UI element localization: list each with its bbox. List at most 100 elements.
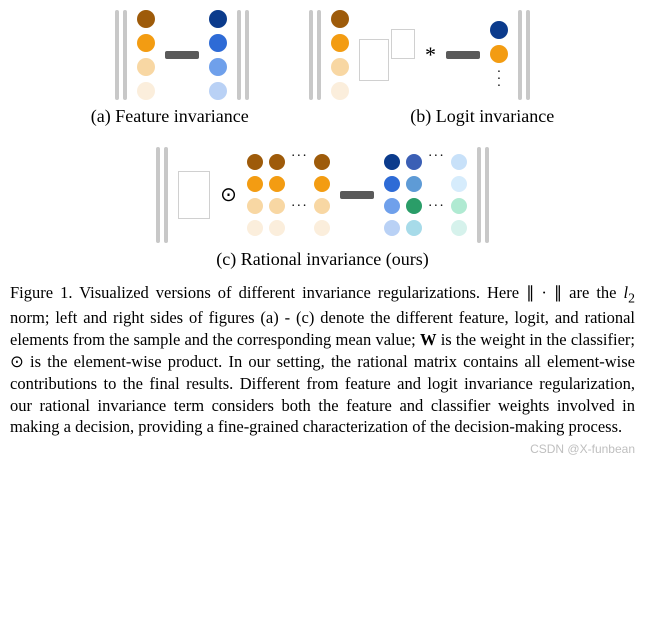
dot <box>209 82 227 100</box>
dot <box>406 176 422 192</box>
norm-bar <box>518 10 522 100</box>
panel-c-row: ⊙ ··· ··· <box>10 147 635 243</box>
norm-bar <box>164 147 168 243</box>
dot <box>451 220 467 236</box>
dot <box>490 45 508 63</box>
ellipsis-icon: ··· <box>291 150 308 164</box>
dot <box>137 58 155 76</box>
ellipsis-icon: ··· <box>428 200 445 214</box>
norm-right-a <box>237 10 249 100</box>
dot <box>209 10 227 28</box>
dot <box>331 82 349 100</box>
norm-right-b <box>518 10 530 100</box>
dot <box>137 82 155 100</box>
dot <box>269 198 285 214</box>
dot <box>247 220 263 236</box>
dot <box>384 198 400 214</box>
norm-bar <box>245 10 249 100</box>
panel-b: * ··· <box>309 10 530 100</box>
norm-left-a <box>115 10 127 100</box>
dot <box>269 154 285 170</box>
star-icon: * <box>425 44 436 66</box>
matrix-ellipsis-col: ··· ··· <box>291 150 308 240</box>
minus-icon <box>340 191 374 199</box>
odot-symbol: ⊙ <box>10 352 24 371</box>
W-symbol: W <box>420 330 437 349</box>
caption-text: is the weight in the classifier; <box>436 330 635 349</box>
dot <box>209 58 227 76</box>
norm-bar <box>115 10 119 100</box>
dot <box>406 154 422 170</box>
weight-box-c <box>178 171 210 219</box>
dot <box>331 34 349 52</box>
dot <box>384 154 400 170</box>
l2-sub: 2 <box>628 290 635 305</box>
norm-left-b <box>309 10 321 100</box>
matrix-col <box>269 154 285 236</box>
dot <box>384 220 400 236</box>
dot <box>451 154 467 170</box>
dot <box>451 198 467 214</box>
captions-ab: (a) Feature invariance (b) Logit invaria… <box>10 106 635 127</box>
odot-icon: ⊙ <box>220 185 237 205</box>
dot <box>384 176 400 192</box>
figure-caption: Figure 1. Visualized versions of differe… <box>10 282 635 438</box>
matrix-col <box>384 154 400 236</box>
minus-icon <box>446 51 480 59</box>
ellipsis-icon: ··· <box>291 200 308 214</box>
weight-boxes <box>359 29 415 81</box>
caption-text: Figure 1. Visualized versions of differe… <box>10 283 526 302</box>
norm-bar <box>309 10 313 100</box>
norm-bar <box>123 10 127 100</box>
dot <box>269 176 285 192</box>
norm-bar <box>485 147 489 243</box>
caption-a: (a) Feature invariance <box>91 106 249 127</box>
caption-text: are the <box>562 283 623 302</box>
feature-col-left <box>137 10 155 100</box>
right-matrix: ··· ··· <box>384 150 467 240</box>
dot <box>451 176 467 192</box>
norm-right-c <box>477 147 489 243</box>
dot <box>209 34 227 52</box>
caption-text: is the element-wise product. In our sett… <box>10 352 635 436</box>
panel-a <box>115 10 249 100</box>
norm-symbol: ∥ · ∥ <box>526 283 562 302</box>
dot <box>406 220 422 236</box>
matrix-ellipsis-col: ··· ··· <box>428 150 445 240</box>
norm-bar <box>317 10 321 100</box>
matrix-col <box>247 154 263 236</box>
caption-b: (b) Logit invariance <box>410 106 554 127</box>
dot <box>331 10 349 28</box>
matrix-col <box>451 154 467 236</box>
top-panels-row: * ··· <box>10 10 635 100</box>
dot <box>314 176 330 192</box>
norm-bar <box>237 10 241 100</box>
vdots-icon: ··· <box>497 69 502 90</box>
dot <box>331 58 349 76</box>
norm-bar <box>156 147 160 243</box>
dot <box>247 176 263 192</box>
norm-bar <box>477 147 481 243</box>
ellipsis-icon: ··· <box>428 150 445 164</box>
logit-col-b: ··· <box>490 21 508 90</box>
weight-box-small <box>391 29 415 59</box>
dot <box>137 10 155 28</box>
dot <box>406 198 422 214</box>
left-matrix: ··· ··· <box>247 150 330 240</box>
dot <box>137 34 155 52</box>
weight-box <box>359 39 389 81</box>
feature-col-right <box>209 10 227 100</box>
dot <box>269 220 285 236</box>
minus-icon <box>165 51 199 59</box>
dot <box>247 154 263 170</box>
dot <box>247 198 263 214</box>
panel-c: ⊙ ··· ··· <box>156 147 489 243</box>
matrix-col <box>314 154 330 236</box>
dot <box>314 220 330 236</box>
dot <box>314 198 330 214</box>
feature-col-b <box>331 10 349 100</box>
dot <box>490 21 508 39</box>
watermark: CSDN @X-funbean <box>10 442 635 456</box>
norm-left-c <box>156 147 168 243</box>
caption-c: (c) Rational invariance (ours) <box>10 249 635 270</box>
